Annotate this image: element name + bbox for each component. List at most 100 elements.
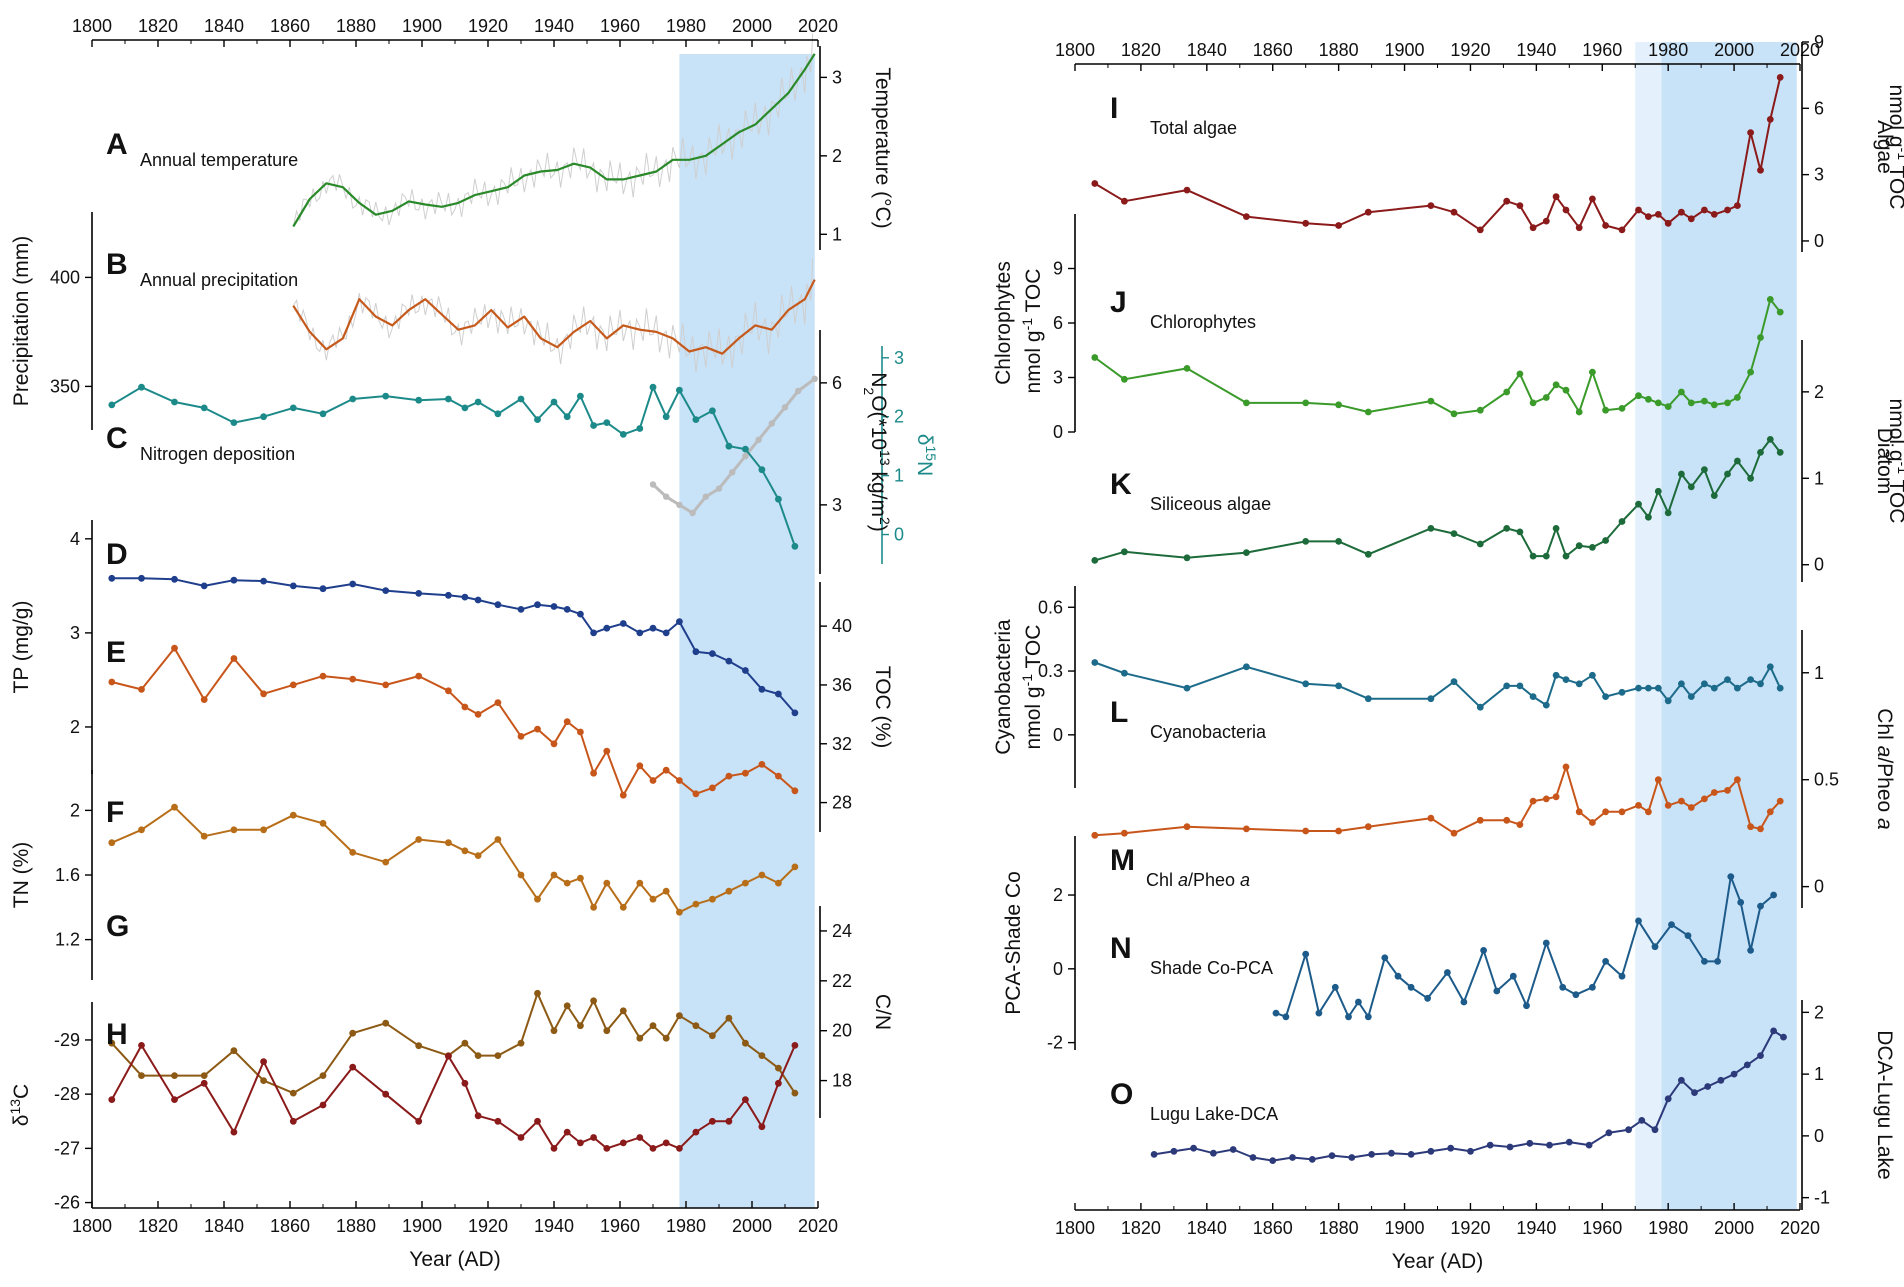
- data-point-d13c: [319, 1101, 327, 1109]
- data-point-d13c: [676, 1145, 683, 1152]
- data-point-chl-pheo: [1091, 831, 1099, 839]
- data-point-shade-co-pca: [1480, 947, 1487, 954]
- data-point-chlorophytes: [1776, 308, 1784, 316]
- y-tick-label-chlorophytes: 3: [1053, 368, 1063, 388]
- bottom-tick-label-right: 1980: [1648, 1218, 1688, 1238]
- data-point-total-algae: [1776, 74, 1784, 81]
- data-point-chlorophytes: [1516, 370, 1524, 378]
- y-tick-label-dca-lugu: 1: [1814, 1064, 1824, 1084]
- data-point-chl-pheo: [1734, 776, 1741, 784]
- data-point-cn: [461, 1039, 469, 1047]
- data-point-cn: [692, 1022, 700, 1030]
- data-point-shade-co-pca: [1272, 1009, 1280, 1017]
- data-point-n2o: [715, 485, 723, 492]
- data-point-toc: [349, 675, 357, 683]
- y-tick-label-d13c: -28: [54, 1084, 80, 1104]
- y-tick-label-d13c: -29: [54, 1030, 80, 1050]
- panel-name-L: Cyanobacteria: [1150, 722, 1267, 742]
- data-point-lugu-lake-dca: [1289, 1154, 1296, 1161]
- data-point-toc: [138, 686, 145, 693]
- panel-letter-G: G: [106, 910, 129, 943]
- data-point-tp: [709, 650, 716, 657]
- data-point-tp: [289, 582, 297, 590]
- data-point-chl-pheo: [1529, 797, 1537, 805]
- data-point-lugu-lake-dca: [1486, 1141, 1494, 1149]
- data-point-tn: [692, 900, 700, 908]
- data-point-cyanobacteria: [1618, 688, 1626, 696]
- data-point-cyanobacteria: [1645, 684, 1652, 692]
- data-point-d15n: [662, 413, 670, 421]
- series-line-siliceous-algae: [1094, 438, 1781, 562]
- y-axis-title-chl-pheo-part: Chl: [1873, 708, 1896, 745]
- top-tick-label-right: 2000: [1714, 40, 1754, 60]
- data-point-chl-pheo: [1450, 829, 1458, 837]
- data-point-tp: [791, 709, 799, 717]
- data-point-lugu-lake-dca: [1625, 1126, 1632, 1134]
- data-point-tn: [108, 839, 116, 847]
- data-point-chl-pheo: [1503, 816, 1511, 824]
- data-point-total-algae: [1710, 211, 1718, 218]
- series-line-precipitation: [292, 279, 816, 355]
- data-point-d13c: [603, 1145, 611, 1152]
- data-point-total-algae: [1687, 215, 1695, 223]
- y-tick-label-toc: 32: [832, 734, 852, 754]
- y-tick-label-tn: 1.2: [55, 930, 80, 950]
- top-tick-label-left: 1920: [468, 16, 508, 36]
- data-point-total-algae: [1618, 226, 1626, 234]
- y-axis-title-pca-shade: PCA-Shade Co: [1002, 871, 1025, 1015]
- data-point-d13c: [108, 1096, 116, 1103]
- data-point-chlorophytes: [1302, 399, 1310, 407]
- data-point-cn: [563, 1002, 571, 1010]
- data-point-shade-co-pca: [1345, 1013, 1352, 1021]
- data-point-total-algae: [1757, 166, 1764, 174]
- y-axis-title-toc: TOC (%): [871, 666, 894, 748]
- data-point-cyanobacteria: [1243, 663, 1250, 671]
- data-point-siliceous-algae: [1427, 525, 1435, 532]
- series-line-toc: [111, 647, 796, 797]
- data-point-d15n: [108, 401, 116, 409]
- data-point-chl-pheo: [1302, 827, 1310, 835]
- data-point-siliceous-algae: [1687, 483, 1695, 491]
- data-point-d13c: [577, 1139, 584, 1147]
- data-point-n2o: [676, 501, 683, 509]
- y-tick-label-pca-shade: 2: [1053, 885, 1063, 905]
- y-tick-label-temperature: 1: [832, 224, 842, 244]
- data-point-d13c: [619, 1139, 627, 1147]
- data-point-chl-pheo: [1335, 827, 1342, 835]
- data-point-lugu-lake-dca: [1269, 1157, 1277, 1164]
- data-point-chl-pheo: [1645, 808, 1652, 816]
- y-tick-label-precipitation: 400: [50, 267, 80, 287]
- data-point-tp: [577, 610, 584, 618]
- data-point-lugu-lake-dca: [1190, 1144, 1197, 1152]
- data-point-cyanobacteria: [1364, 695, 1372, 703]
- data-point-tn: [590, 903, 597, 911]
- panel-name-M: Chl a/Pheo a: [1146, 870, 1250, 890]
- data-point-chlorophytes: [1562, 386, 1570, 394]
- data-point-tp: [445, 591, 452, 599]
- data-point-lugu-lake-dca: [1757, 1052, 1764, 1059]
- y-axis-title-tn-part: TN (%): [10, 842, 33, 909]
- data-point-cyanobacteria: [1678, 680, 1685, 688]
- data-point-cn: [534, 989, 541, 997]
- data-point-chl-pheo: [1589, 819, 1596, 826]
- data-point-cn: [200, 1072, 208, 1079]
- panel-letter-I: I: [1110, 92, 1118, 125]
- data-point-cn: [474, 1052, 482, 1059]
- top-tick-label-right: 1820: [1121, 40, 1161, 60]
- data-point-cn: [108, 1039, 116, 1047]
- y-tick-label-toc: 36: [832, 675, 852, 695]
- top-tick-label-right: 1960: [1582, 40, 1622, 60]
- data-point-tp: [534, 601, 541, 609]
- data-point-d15n: [742, 445, 749, 453]
- data-point-tn: [319, 819, 327, 827]
- data-point-siliceous-algae: [1091, 557, 1099, 564]
- data-point-siliceous-algae: [1757, 449, 1764, 456]
- data-point-toc: [534, 725, 541, 733]
- data-point-lugu-lake-dca: [1328, 1152, 1336, 1159]
- y-tick-label-dca-lugu: 0: [1814, 1126, 1824, 1146]
- data-point-siliceous-algae: [1575, 542, 1583, 550]
- data-point-total-algae: [1091, 180, 1099, 187]
- data-point-chlorophytes: [1645, 395, 1652, 403]
- data-point-shade-co-pca: [1407, 983, 1415, 991]
- data-point-cyanobacteria: [1589, 671, 1596, 679]
